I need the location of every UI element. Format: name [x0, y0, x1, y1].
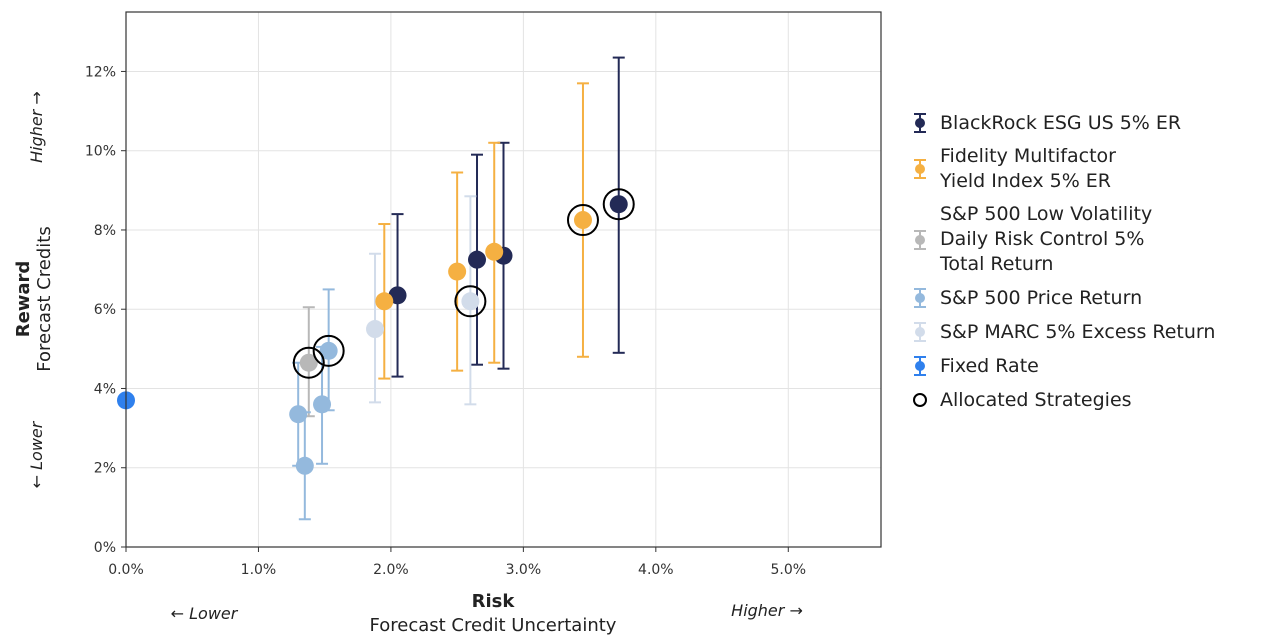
legend-item: S&P MARC 5% Excess Return — [900, 319, 1270, 345]
x-tick-label: 2.0% — [373, 562, 409, 578]
legend-label: S&P 500 Price Return — [940, 286, 1143, 309]
y-axis-ticks: 0% 2% 4% 6% 8% 10% 12% — [85, 64, 126, 556]
y-axis-high-label: Higher → — [27, 91, 46, 163]
legend-label: S&P MARC 5% Excess Return — [940, 320, 1216, 343]
allocated-ring — [602, 188, 635, 221]
data-point — [289, 405, 308, 424]
data-point — [313, 395, 332, 414]
legend-item: BlackRock ESG US 5% ER — [900, 110, 1270, 136]
y-tick-label: 6% — [94, 302, 116, 318]
y-axis-title-bold: Reward — [13, 261, 34, 338]
data-point — [448, 262, 467, 281]
allocated-ring — [566, 204, 599, 237]
legend-symbol — [900, 156, 940, 182]
grid-lines — [125, 12, 881, 548]
data-point — [319, 341, 338, 360]
legend-symbol — [900, 319, 940, 345]
allocated-rings — [292, 188, 635, 379]
x-axis-high-label: Higher → — [731, 601, 803, 620]
y-tick-label: 12% — [85, 64, 116, 80]
data-point — [609, 195, 628, 214]
legend-item: Fidelity Multifactor Yield Index 5% ER — [900, 144, 1270, 194]
x-tick-label: 3.0% — [506, 562, 542, 578]
legend-symbol — [900, 285, 940, 311]
legend-symbol — [900, 227, 940, 253]
allocated-ring — [454, 285, 487, 318]
legend-item: Fixed Rate — [900, 353, 1270, 379]
y-tick-label: 0% — [94, 540, 116, 556]
x-axis-title: Forecast Credit Uncertainty — [370, 615, 617, 636]
legend-symbol — [900, 110, 940, 136]
x-tick-label: 4.0% — [638, 562, 674, 578]
error-bars — [292, 56, 625, 521]
y-tick-label: 8% — [94, 223, 116, 239]
data-points — [117, 195, 628, 475]
legend-symbol — [900, 387, 940, 413]
legend-label: Fidelity Multifactor Yield Index 5% ER — [940, 145, 1116, 192]
legend-item: S&P 500 Price Return — [900, 285, 1270, 311]
x-axis-title-bold: Risk — [472, 591, 516, 612]
x-tick-label: 5.0% — [770, 562, 806, 578]
x-tick-label: 1.0% — [241, 562, 277, 578]
legend-item: S&P 500 Low Volatility Daily Risk Contro… — [900, 202, 1270, 277]
data-point — [299, 353, 318, 372]
legend-symbol — [900, 353, 940, 379]
data-point — [375, 292, 394, 311]
legend-label: Fixed Rate — [940, 354, 1039, 377]
x-axis-low-label: ← Lower — [171, 604, 239, 623]
data-point — [366, 320, 385, 339]
legend-item: Allocated Strategies — [900, 387, 1270, 413]
data-point — [573, 211, 592, 230]
y-axis-title: Forecast Credits — [34, 226, 55, 371]
y-tick-label: 10% — [85, 144, 116, 160]
plot-frame — [125, 11, 882, 548]
legend: BlackRock ESG US 5% ER Fidelity Multifact… — [900, 110, 1270, 421]
data-point — [485, 242, 504, 261]
data-point — [468, 250, 487, 269]
allocated-ring — [292, 346, 325, 379]
x-axis-ticks: 0.0% 1.0% 2.0% 3.0% 4.0% 5.0% — [108, 547, 806, 578]
y-axis-low-label: ← Lower — [27, 420, 46, 488]
allocated-ring — [312, 334, 345, 367]
legend-label: BlackRock ESG US 5% ER — [940, 111, 1182, 134]
y-tick-label: 2% — [94, 461, 116, 477]
data-point — [461, 292, 480, 311]
y-tick-label: 4% — [94, 381, 116, 397]
x-tick-label: 0.0% — [108, 562, 144, 578]
legend-label: S&P 500 Low Volatility Daily Risk Contro… — [940, 203, 1153, 275]
data-point — [295, 456, 314, 475]
legend-label: Allocated Strategies — [940, 388, 1132, 411]
